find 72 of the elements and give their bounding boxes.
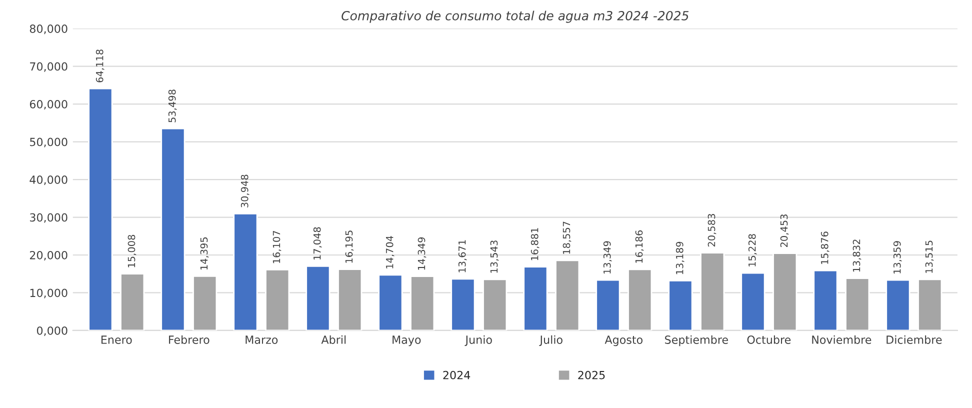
- bar: [410, 276, 435, 330]
- bar: [700, 252, 725, 330]
- bar: [306, 265, 330, 330]
- data-label: 13,359: [893, 241, 902, 274]
- chart-title: Comparativo de consumo total de agua m3 2024 -2025: [342, 10, 689, 23]
- data-label: 16,107: [272, 230, 282, 264]
- bar: [523, 266, 548, 330]
- data-label: 13,515: [925, 240, 934, 273]
- y-tick-label: 20,000: [30, 250, 68, 261]
- data-label: 13,671: [458, 240, 467, 272]
- y-tick-label: 60,000: [30, 100, 68, 110]
- bar: [886, 279, 910, 330]
- y-tick-label: 80,000: [30, 24, 68, 34]
- data-label: 30,948: [240, 174, 250, 208]
- data-label: 14,349: [418, 237, 426, 270]
- x-tick-label: Febrero: [169, 335, 210, 344]
- y-tick-label: 40,000: [30, 175, 68, 186]
- x-tick-label: Noviembre: [812, 335, 872, 344]
- data-label: 14,395: [200, 237, 209, 270]
- bar: [628, 268, 652, 330]
- data-label: 16,195: [345, 230, 354, 263]
- bar: [596, 279, 620, 330]
- y-tick-label: 50,000: [30, 138, 68, 148]
- bar: [120, 273, 145, 330]
- bar: [668, 280, 693, 330]
- data-label: 18,557: [562, 222, 572, 254]
- data-label: 15,228: [748, 234, 757, 266]
- legend-label: 2024: [443, 370, 470, 380]
- bar: [233, 212, 258, 330]
- data-label: 16,186: [635, 230, 644, 263]
- data-label: 16,881: [530, 228, 540, 260]
- bar: [740, 272, 766, 330]
- bar: [813, 270, 838, 330]
- bar: [265, 268, 290, 330]
- x-tick-label: Septiembre: [665, 335, 728, 346]
- bar: [555, 260, 580, 330]
- x-tick-label: Enero: [101, 336, 132, 344]
- bar: [338, 268, 362, 330]
- bar: [378, 274, 403, 330]
- bar: [845, 278, 870, 330]
- data-label: 64,118: [96, 50, 104, 82]
- x-tick-label: Agosto: [604, 336, 643, 346]
- bar: [88, 88, 113, 330]
- x-tick-label: Julio: [539, 335, 562, 346]
- x-tick-label: Junio: [464, 335, 492, 346]
- data-label: 15,008: [128, 234, 136, 268]
- bar: [482, 278, 508, 330]
- data-label: 13,543: [490, 240, 499, 273]
- data-label: 14,704: [386, 236, 394, 268]
- bar: [192, 275, 218, 330]
- data-label: 17,048: [313, 227, 322, 260]
- x-tick-label: Octubre: [747, 335, 791, 344]
- x-tick-label: Abril: [321, 335, 346, 344]
- bar: [160, 128, 186, 330]
- data-label: 15,876: [820, 232, 830, 264]
- legend-label: 2025: [578, 370, 605, 380]
- bar: [918, 278, 942, 330]
- y-tick-label: 10,000: [30, 288, 68, 298]
- y-tick-label: 0,000: [36, 326, 68, 336]
- bar: [450, 278, 476, 330]
- x-tick-label: Marzo: [246, 336, 278, 344]
- data-label: 13,832: [852, 240, 862, 272]
- data-label: 53,498: [168, 90, 177, 122]
- y-tick-label: 70,000: [30, 62, 68, 72]
- data-label: 20,583: [708, 214, 716, 247]
- y-tick-label: 30,000: [30, 213, 68, 223]
- x-tick-label: Diciembre: [886, 335, 942, 344]
- x-tick-label: Mayo: [392, 336, 421, 346]
- data-label: 20,453: [780, 214, 789, 248]
- data-label: 13,349: [603, 241, 612, 274]
- bar: [772, 252, 798, 330]
- data-label: 13,189: [676, 242, 684, 274]
